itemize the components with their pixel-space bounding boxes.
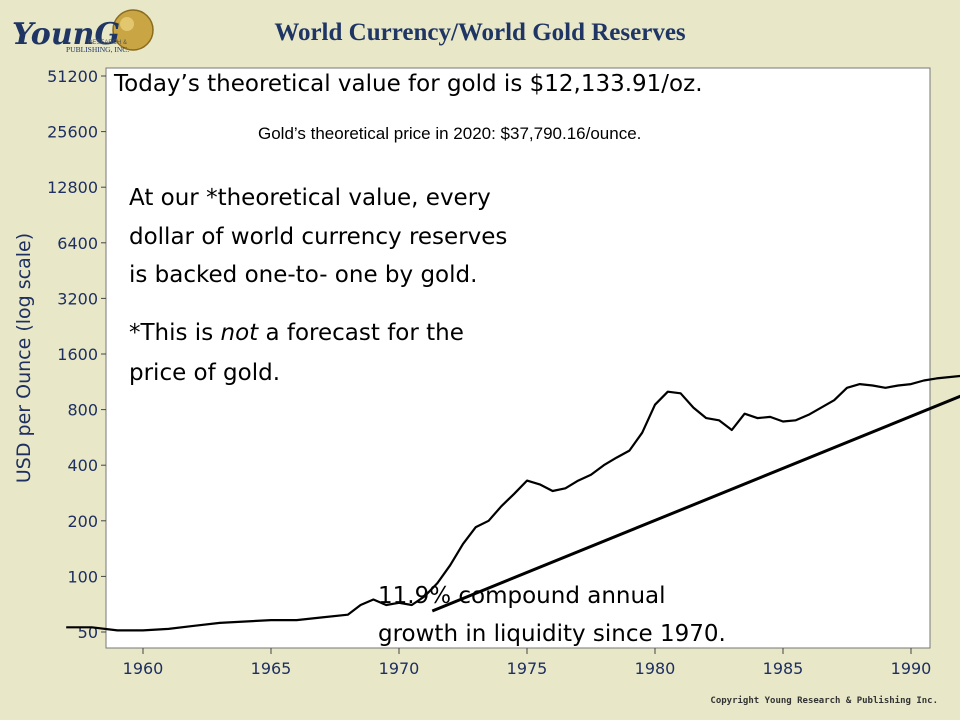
annotation-today-value: Today’s theoretical value for gold is $1… [113,71,703,97]
growth-trend-arrow [431,394,960,613]
y-tick-label: 1600 [57,345,98,364]
gold-price-series-line [66,374,960,632]
y-tick-label: 800 [67,401,98,420]
y-tick-label: 50 [78,623,98,642]
annotation-growth-line1: 11.9% compound annual [378,583,666,609]
x-tick-label: 1975 [507,659,548,678]
y-tick-label: 100 [67,567,98,586]
x-tick-label: 1980 [635,659,676,678]
y-tick-label: 12800 [47,178,98,197]
annotation-backing-line2: dollar of world currency reserves [129,224,507,250]
annotation-forecast-line2: price of gold. [129,360,280,386]
plot-area [105,67,931,649]
logo-globe-highlight [120,17,134,31]
forecast-emphasis: not [221,320,260,346]
annotation-backing-line1: At our *theoretical value, every [129,185,491,211]
copyright: Copyright Young Research & Publishing In… [710,695,938,706]
forecast-suffix: a forecast for the [258,320,464,346]
annotation-growth-line2: growth in liquidity since 1970. [378,621,726,647]
logo-wordmark: YounG [12,17,120,52]
axis-ticks: 50 100 200 400 800 1600 3200 6400 12800 25600 5120… [47,67,932,678]
y-tick-label: 6400 [57,234,98,253]
annotation-forecast-line1: *This is not a forecast for the [129,320,464,346]
logo-sub2: PUBLISHING, INC. [66,45,129,54]
x-tick-label: 1985 [763,659,804,678]
y-tick-label: 51200 [47,67,98,86]
x-tick-label: 1990 [891,659,932,678]
y-axis-label: USD per Ounce (log scale) [13,233,35,483]
y-tick-label: 25600 [47,123,98,142]
annotation-backing-line3: is backed one-to- one by gold. [129,262,477,288]
logo-sub1: RESEARCH & [88,40,127,46]
y-tick-label: 400 [67,456,98,475]
y-tick-label: 200 [67,512,98,531]
page-title: World Currency/World Gold Reserves [274,19,686,46]
x-tick-label: 1960 [123,659,164,678]
logo: YounG RESEARCH & PUBLISHING, INC. [12,9,154,54]
trend-arrow-shaft [431,394,960,613]
annotation-price-2020: Gold’s theoretical price in 2020: $37,79… [258,124,641,143]
x-tick-label: 1965 [251,659,292,678]
forecast-prefix: *This is [129,320,221,346]
x-tick-label: 1970 [379,659,420,678]
y-tick-label: 3200 [57,289,98,308]
